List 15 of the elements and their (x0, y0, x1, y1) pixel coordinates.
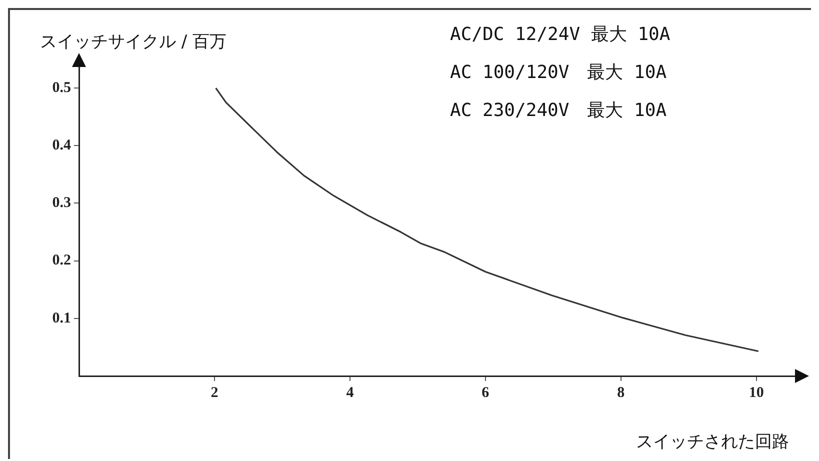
y-tick-label: 0.4 (52, 138, 72, 154)
x-tick-label: 2 (210, 384, 218, 401)
y-tick-label: 0.3 (52, 195, 71, 212)
x-tick-label: 6 (482, 384, 490, 401)
y-tick-label: 0.5 (52, 80, 71, 96)
y-tick-label: 0.1 (52, 310, 71, 326)
y-tick-label: 0.2 (52, 252, 71, 269)
y-axis-title: スイッチサイクル / 百万 (40, 31, 227, 53)
x-tick-label: 4 (346, 384, 354, 401)
text: AC/DC 12/24V 最大 10A (450, 23, 670, 46)
x-axis-title: スイッチされた回路 (636, 431, 789, 453)
annotation: AC 230/240V 最大 10A (450, 99, 667, 122)
x-tick-label: 8 (617, 384, 625, 401)
x-tick-label: 10 (748, 384, 764, 401)
annotation: AC 100/120V 最大 10A (450, 61, 667, 84)
